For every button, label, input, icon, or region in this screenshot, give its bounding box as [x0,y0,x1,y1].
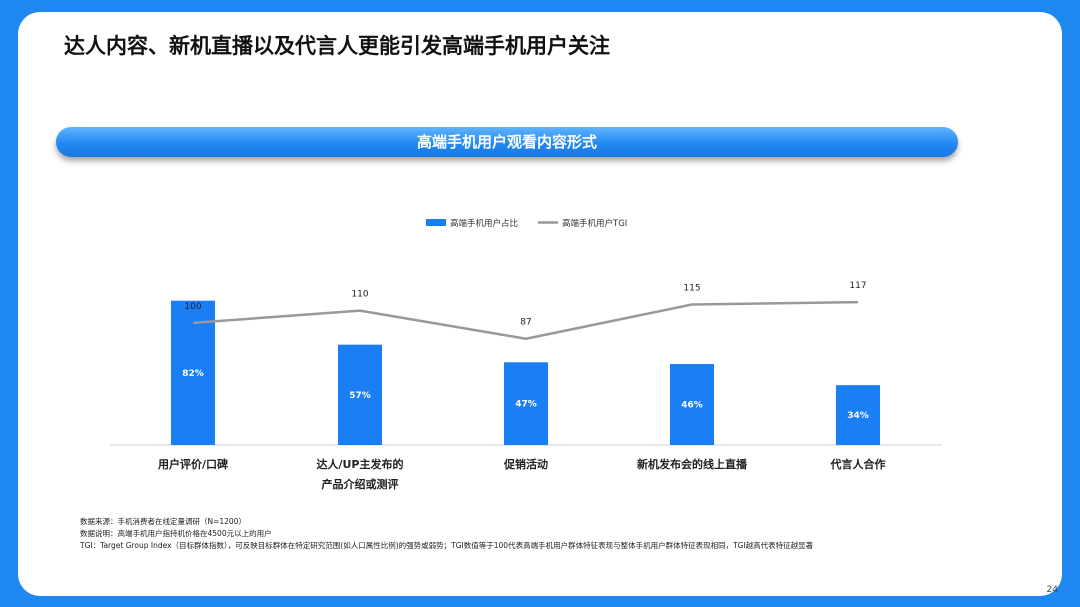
bar [171,300,215,445]
bar-value-label: 82% [182,369,204,379]
legend-swatch-bar [426,219,446,226]
tgi-point-label: 87 [520,318,531,328]
page-title: 达人内容、新机直播以及代言人更能引发高端手机用户关注 [64,34,610,58]
note-source: 数据来源：手机消费者在线定量调研（N=1200） [80,517,246,526]
x-tick-label: 用户评价/口碑 [158,457,228,471]
bar-value-label: 47% [515,400,537,410]
page-number: 24 [1046,585,1058,595]
x-tick-label: 新机发布会的线上直播 [637,457,748,471]
footnotes: 数据来源：手机消费者在线定量调研（N=1200） 数据说明：高端手机用户指持机价… [80,516,813,552]
tgi-point-label: 115 [683,284,700,294]
chart-banner: 高端手机用户观看内容形式 [56,127,958,157]
tgi-point-label: 100 [184,302,201,312]
tgi-point-label: 117 [849,281,866,291]
tgi-point-label: 110 [351,290,368,300]
legend-label-bar: 高端手机用户占比 [450,218,518,229]
bar-value-label: 34% [847,411,869,421]
note-definition: 数据说明：高端手机用户指持机价格在4500元以上的用户 [80,529,272,538]
x-tick-label: 促销活动 [503,457,548,471]
bar-value-label: 57% [349,391,371,401]
bar-value-label: 46% [681,401,703,411]
x-tick-label: 达人/UP主发布的 [316,457,403,471]
bar [338,344,382,445]
legend-label-line: 高端手机用户TGI [562,218,627,229]
bar [504,362,548,445]
tgi-line [192,300,859,340]
bar [836,385,880,445]
bar [670,364,714,445]
note-tgi: TGI：Target Group Index（目标群体指数），可反映目标群体在特… [80,541,814,550]
x-tick-label: 产品介绍或测评 [322,477,399,491]
x-tick-label: 代言人合作 [830,457,886,471]
